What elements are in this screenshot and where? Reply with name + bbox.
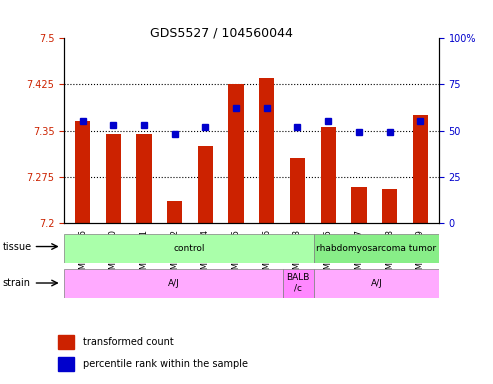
- Bar: [58, 335, 74, 349]
- Bar: [290, 158, 305, 223]
- Text: GDS5527 / 104560044: GDS5527 / 104560044: [150, 27, 293, 40]
- FancyBboxPatch shape: [64, 234, 314, 263]
- Text: tissue: tissue: [2, 242, 32, 252]
- Bar: [106, 134, 121, 223]
- Bar: [259, 78, 275, 223]
- Text: transformed count: transformed count: [83, 337, 174, 347]
- FancyBboxPatch shape: [282, 269, 314, 298]
- Bar: [382, 189, 397, 223]
- Bar: [198, 146, 213, 223]
- Bar: [167, 201, 182, 223]
- FancyBboxPatch shape: [314, 234, 439, 263]
- Text: A/J: A/J: [370, 279, 382, 288]
- Text: rhabdomyosarcoma tumor: rhabdomyosarcoma tumor: [317, 244, 436, 253]
- Text: A/J: A/J: [168, 279, 179, 288]
- Bar: [136, 134, 152, 223]
- FancyBboxPatch shape: [314, 269, 439, 298]
- Bar: [58, 358, 74, 371]
- Bar: [413, 115, 428, 223]
- Bar: [75, 121, 90, 223]
- Bar: [228, 84, 244, 223]
- FancyBboxPatch shape: [64, 269, 282, 298]
- Text: control: control: [173, 244, 205, 253]
- Bar: [320, 127, 336, 223]
- Text: percentile rank within the sample: percentile rank within the sample: [83, 359, 248, 369]
- Bar: [351, 187, 367, 223]
- Text: strain: strain: [2, 278, 31, 288]
- Text: BALB
/c: BALB /c: [286, 273, 310, 293]
